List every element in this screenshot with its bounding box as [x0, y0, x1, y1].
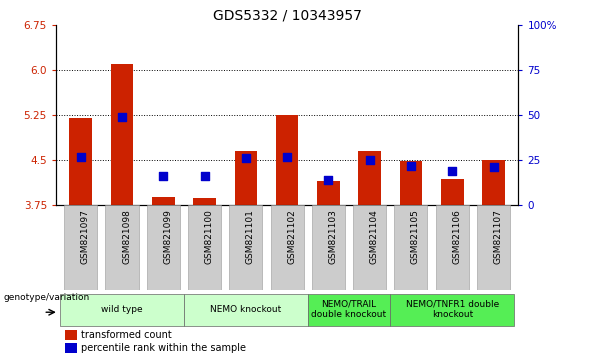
- FancyBboxPatch shape: [105, 205, 138, 290]
- FancyBboxPatch shape: [312, 205, 345, 290]
- Text: GSM821101: GSM821101: [246, 210, 255, 264]
- Point: [200, 173, 209, 179]
- Bar: [193, 198, 216, 205]
- Text: genotype/variation: genotype/variation: [3, 293, 90, 302]
- Text: GSM821100: GSM821100: [204, 210, 214, 264]
- Text: GSM821107: GSM821107: [494, 210, 502, 264]
- Text: GSM821098: GSM821098: [122, 210, 131, 264]
- FancyBboxPatch shape: [308, 294, 391, 326]
- Text: GSM821099: GSM821099: [163, 210, 173, 264]
- FancyBboxPatch shape: [395, 205, 428, 290]
- Bar: [317, 181, 340, 205]
- Point: [117, 114, 127, 120]
- FancyBboxPatch shape: [60, 294, 184, 326]
- Point: [158, 173, 168, 179]
- FancyBboxPatch shape: [64, 205, 97, 290]
- Point: [324, 177, 333, 183]
- Text: GSM821097: GSM821097: [81, 210, 90, 264]
- Point: [365, 157, 375, 163]
- Bar: [358, 151, 381, 205]
- Point: [76, 154, 85, 159]
- Bar: [65, 331, 77, 341]
- Bar: [70, 118, 92, 205]
- FancyBboxPatch shape: [229, 205, 262, 290]
- Text: NEMO/TNFR1 double
knockout: NEMO/TNFR1 double knockout: [406, 299, 499, 319]
- Text: wild type: wild type: [101, 304, 143, 314]
- Point: [283, 154, 292, 159]
- Text: GSM821103: GSM821103: [329, 210, 337, 264]
- Text: transformed count: transformed count: [81, 330, 172, 341]
- Bar: [152, 198, 175, 205]
- FancyBboxPatch shape: [436, 205, 469, 290]
- Point: [489, 165, 498, 170]
- Text: NEMO/TRAIL
double knockout: NEMO/TRAIL double knockout: [312, 299, 386, 319]
- Point: [406, 163, 416, 169]
- Text: percentile rank within the sample: percentile rank within the sample: [81, 343, 246, 353]
- Bar: [276, 115, 299, 205]
- Point: [241, 155, 250, 161]
- FancyBboxPatch shape: [147, 205, 180, 290]
- FancyBboxPatch shape: [353, 205, 386, 290]
- Bar: [111, 64, 133, 205]
- FancyBboxPatch shape: [391, 294, 514, 326]
- FancyBboxPatch shape: [270, 205, 304, 290]
- Bar: [234, 151, 257, 205]
- Text: NEMO knockout: NEMO knockout: [210, 304, 282, 314]
- Bar: [65, 343, 77, 353]
- Point: [448, 168, 457, 174]
- FancyBboxPatch shape: [188, 205, 221, 290]
- Text: GSM821106: GSM821106: [452, 210, 461, 264]
- FancyBboxPatch shape: [477, 205, 510, 290]
- Text: GSM821105: GSM821105: [411, 210, 420, 264]
- Bar: [482, 160, 505, 205]
- Text: GSM821104: GSM821104: [370, 210, 379, 264]
- Bar: [441, 179, 464, 205]
- Bar: [399, 161, 422, 205]
- Title: GDS5332 / 10343957: GDS5332 / 10343957: [213, 8, 362, 22]
- FancyBboxPatch shape: [184, 294, 308, 326]
- Text: GSM821102: GSM821102: [287, 210, 296, 264]
